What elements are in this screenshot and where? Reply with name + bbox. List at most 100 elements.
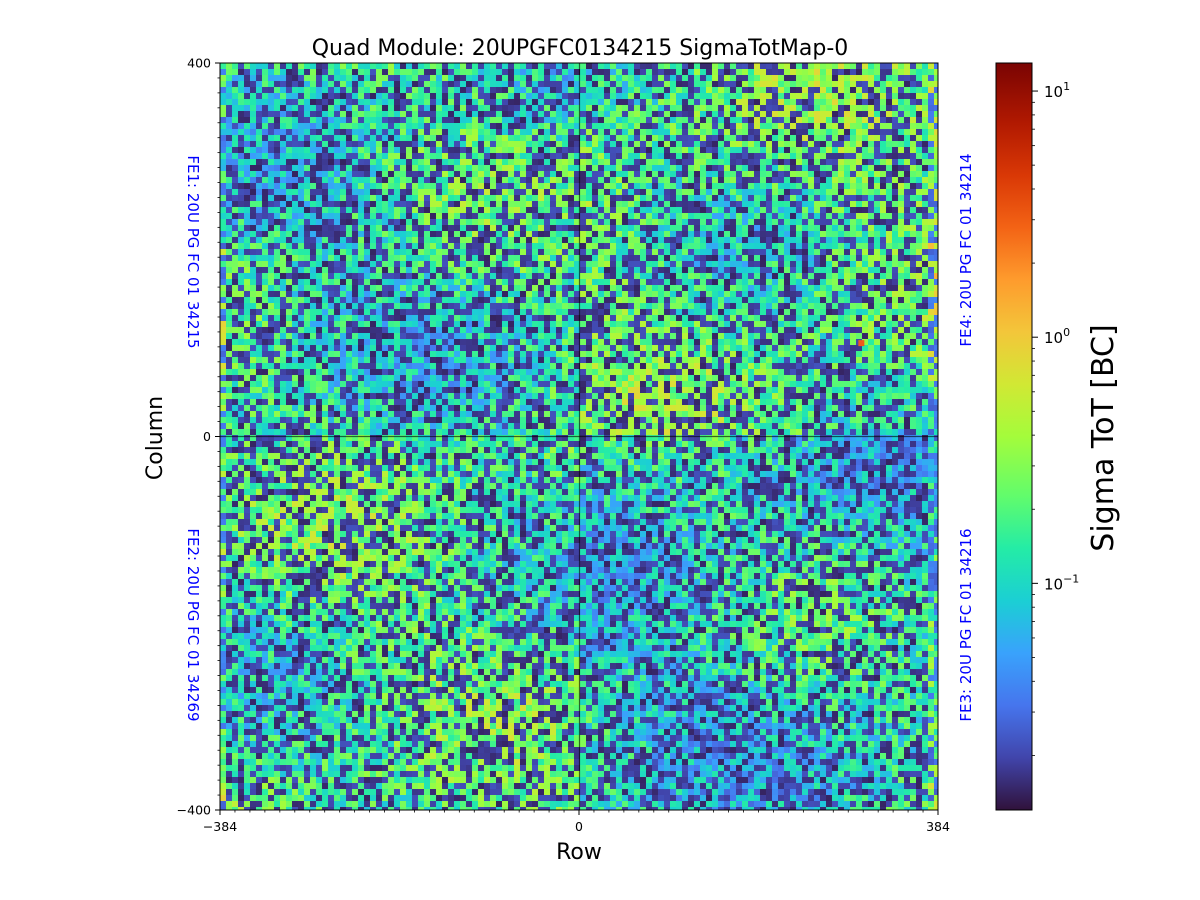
heatmap-cell xyxy=(226,111,232,117)
heatmap-cell xyxy=(916,87,922,93)
heatmap-cell xyxy=(712,249,718,255)
heatmap-cell xyxy=(328,165,334,171)
heatmap-cell xyxy=(766,213,772,219)
heatmap-cell xyxy=(286,129,292,135)
heatmap-cell xyxy=(826,189,832,195)
heatmap-cell xyxy=(586,267,592,273)
heatmap-cell xyxy=(670,111,676,117)
heatmap-cell xyxy=(778,105,784,111)
heatmap-cell xyxy=(472,93,478,99)
heatmap-cell xyxy=(238,201,244,207)
heatmap-cell xyxy=(904,123,910,129)
heatmap-cell xyxy=(856,129,862,135)
heatmap-cell xyxy=(268,165,274,171)
heatmap-cell xyxy=(370,93,376,99)
heatmap-cell xyxy=(262,225,268,231)
heatmap-cell xyxy=(838,243,844,249)
heatmap-cell xyxy=(688,279,694,285)
heatmap-cell xyxy=(652,123,658,129)
heatmap-cell xyxy=(346,249,352,255)
heatmap-cell xyxy=(868,99,874,105)
heatmap-cell xyxy=(934,117,938,123)
heatmap-cell xyxy=(880,219,886,225)
heatmap-cell xyxy=(574,189,580,195)
heatmap-cell xyxy=(592,135,598,141)
heatmap-cell xyxy=(616,189,622,195)
heatmap-cell xyxy=(586,123,592,129)
heatmap-cell xyxy=(802,153,808,159)
heatmap-cell xyxy=(424,201,430,207)
heatmap-cell xyxy=(886,63,892,69)
heatmap-cell xyxy=(388,225,394,231)
heatmap-cell xyxy=(406,249,412,255)
heatmap-cell xyxy=(610,87,616,93)
heatmap-cell xyxy=(880,285,886,291)
heatmap-cell xyxy=(352,225,358,231)
heatmap-cell xyxy=(820,81,826,87)
heatmap-cell xyxy=(646,201,652,207)
heatmap-cell xyxy=(754,201,760,207)
heatmap-cell xyxy=(748,123,754,129)
heatmap-cell xyxy=(532,117,538,123)
heatmap-cell xyxy=(838,129,844,135)
heatmap-cell xyxy=(238,63,244,69)
heatmap-cell xyxy=(256,261,262,267)
heatmap-cell xyxy=(292,261,298,267)
heatmap-cell xyxy=(814,303,820,309)
heatmap-cell xyxy=(790,135,796,141)
heatmap-cell xyxy=(604,267,610,273)
heatmap-cell xyxy=(226,309,232,315)
heatmap-cell xyxy=(322,201,328,207)
heatmap-cell xyxy=(448,273,454,279)
heatmap-cell xyxy=(490,129,496,135)
heatmap-cell xyxy=(250,93,256,99)
heatmap-cell xyxy=(670,69,676,75)
heatmap-cell xyxy=(910,87,916,93)
heatmap-cell xyxy=(682,81,688,87)
heatmap-cell xyxy=(310,99,316,105)
heatmap-cell xyxy=(886,93,892,99)
heatmap-cell xyxy=(694,273,700,279)
heatmap-cell xyxy=(262,207,268,213)
heatmap-cell xyxy=(616,105,622,111)
heatmap-cell xyxy=(292,291,298,297)
heatmap-cell xyxy=(820,291,826,297)
heatmap-cell xyxy=(382,291,388,297)
heatmap-cell xyxy=(226,159,232,165)
heatmap-cell xyxy=(376,177,382,183)
heatmap-cell xyxy=(592,183,598,189)
heatmap-cell xyxy=(730,147,736,153)
heatmap-cell xyxy=(538,291,544,297)
heatmap-cell xyxy=(478,81,484,87)
heatmap-cell xyxy=(328,297,334,303)
heatmap-cell xyxy=(538,303,544,309)
heatmap-cell xyxy=(634,105,640,111)
heatmap-cell xyxy=(730,195,736,201)
heatmap-cell xyxy=(826,291,832,297)
heatmap-cell xyxy=(904,63,910,69)
heatmap-cell xyxy=(868,135,874,141)
heatmap-cell xyxy=(910,219,916,225)
heatmap-cell xyxy=(478,249,484,255)
heatmap-cell xyxy=(832,213,838,219)
heatmap-cell xyxy=(814,201,820,207)
heatmap-cell xyxy=(604,279,610,285)
heatmap-cell xyxy=(694,303,700,309)
heatmap-cell xyxy=(652,285,658,291)
heatmap-cell xyxy=(382,159,388,165)
heatmap-cell xyxy=(610,75,616,81)
heatmap-cell xyxy=(634,93,640,99)
heatmap-cell xyxy=(436,153,442,159)
heatmap-cell xyxy=(856,195,862,201)
heatmap-cell xyxy=(424,207,430,213)
heatmap-cell xyxy=(352,195,358,201)
heatmap-cell xyxy=(838,231,844,237)
heatmap-cell xyxy=(220,285,226,291)
heatmap-cell xyxy=(436,249,442,255)
heatmap-cell xyxy=(604,99,610,105)
heatmap-cell xyxy=(838,195,844,201)
heatmap-cell xyxy=(712,129,718,135)
heatmap-cell xyxy=(274,231,280,237)
heatmap-cell xyxy=(910,99,916,105)
heatmap-cell xyxy=(280,273,286,279)
